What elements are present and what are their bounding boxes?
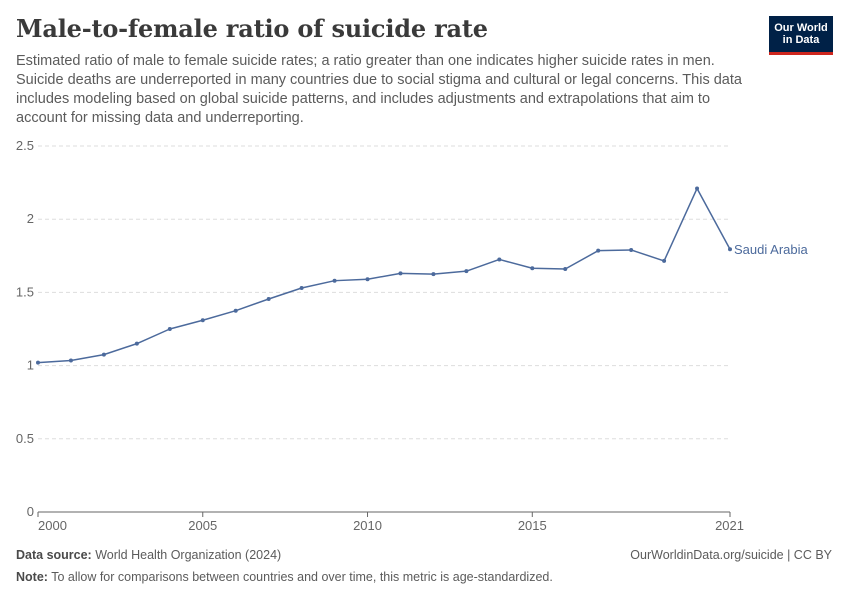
data-point (365, 277, 370, 282)
note-text: To allow for comparisons between countri… (51, 570, 553, 584)
grid-layer (38, 145, 730, 440)
series-label: Saudi Arabia (734, 242, 808, 257)
data-point (101, 352, 106, 357)
x-tick-label: 2000 (38, 518, 67, 533)
data-point (530, 266, 535, 271)
axis-layer: 0 0.5 1 1.5 2 2.5 2000 2005 2010 2015 2021 (16, 138, 744, 533)
data-point (431, 272, 436, 277)
data-point (662, 258, 667, 263)
chart-title: Male-to-female ratio of suicide rate (16, 14, 488, 43)
source-label: Data source: (16, 548, 92, 562)
data-point (266, 296, 271, 301)
line-chart: 0 0.5 1 1.5 2 2.5 2000 2005 2010 2015 2021 Saudi A… (16, 138, 809, 533)
y-tick-label: 0.5 (16, 431, 34, 446)
series-layer: Saudi Arabia (36, 186, 808, 365)
series-line-saudi-arabia (37, 187, 731, 364)
data-point (68, 358, 73, 363)
data-point (398, 271, 403, 276)
x-tick-label: 2010 (353, 518, 382, 533)
credit-link[interactable]: OurWorldinData.org/suicide | CC BY (630, 548, 832, 562)
x-tick-label: 2005 (188, 518, 217, 533)
data-point (167, 327, 172, 331)
note-label: Note: (16, 570, 48, 584)
source-text[interactable]: World Health Organization (2024) (95, 548, 282, 562)
data-point (695, 186, 700, 191)
data-source: Data source: World Health Organization (… (16, 548, 281, 562)
data-point (332, 278, 337, 283)
data-point (134, 341, 139, 346)
y-tick-label: 2 (27, 211, 34, 226)
y-tick-label: 2.5 (16, 138, 34, 153)
x-tick-label: 2015 (518, 518, 547, 533)
x-tick-label: 2021 (715, 518, 744, 533)
data-point (497, 257, 502, 262)
y-tick-label: 1.5 (16, 284, 34, 299)
y-tick-label: 0 (27, 504, 34, 519)
data-point (563, 266, 568, 271)
data-point (464, 269, 469, 274)
data-point (36, 360, 40, 365)
note: Note: To allow for comparisons between c… (16, 570, 553, 584)
data-point (299, 286, 304, 291)
data-point (596, 248, 601, 253)
data-point (233, 308, 238, 313)
data-point (728, 247, 732, 252)
logo-line-1: Our World (774, 22, 828, 34)
data-point (200, 318, 205, 323)
data-point (629, 247, 634, 252)
owid-logo[interactable]: Our World in Data (769, 16, 833, 55)
chart-subtitle: Estimated ratio of male to female suicid… (16, 53, 742, 126)
logo-line-2: in Data (782, 34, 820, 46)
y-tick-label: 1 (27, 358, 34, 373)
